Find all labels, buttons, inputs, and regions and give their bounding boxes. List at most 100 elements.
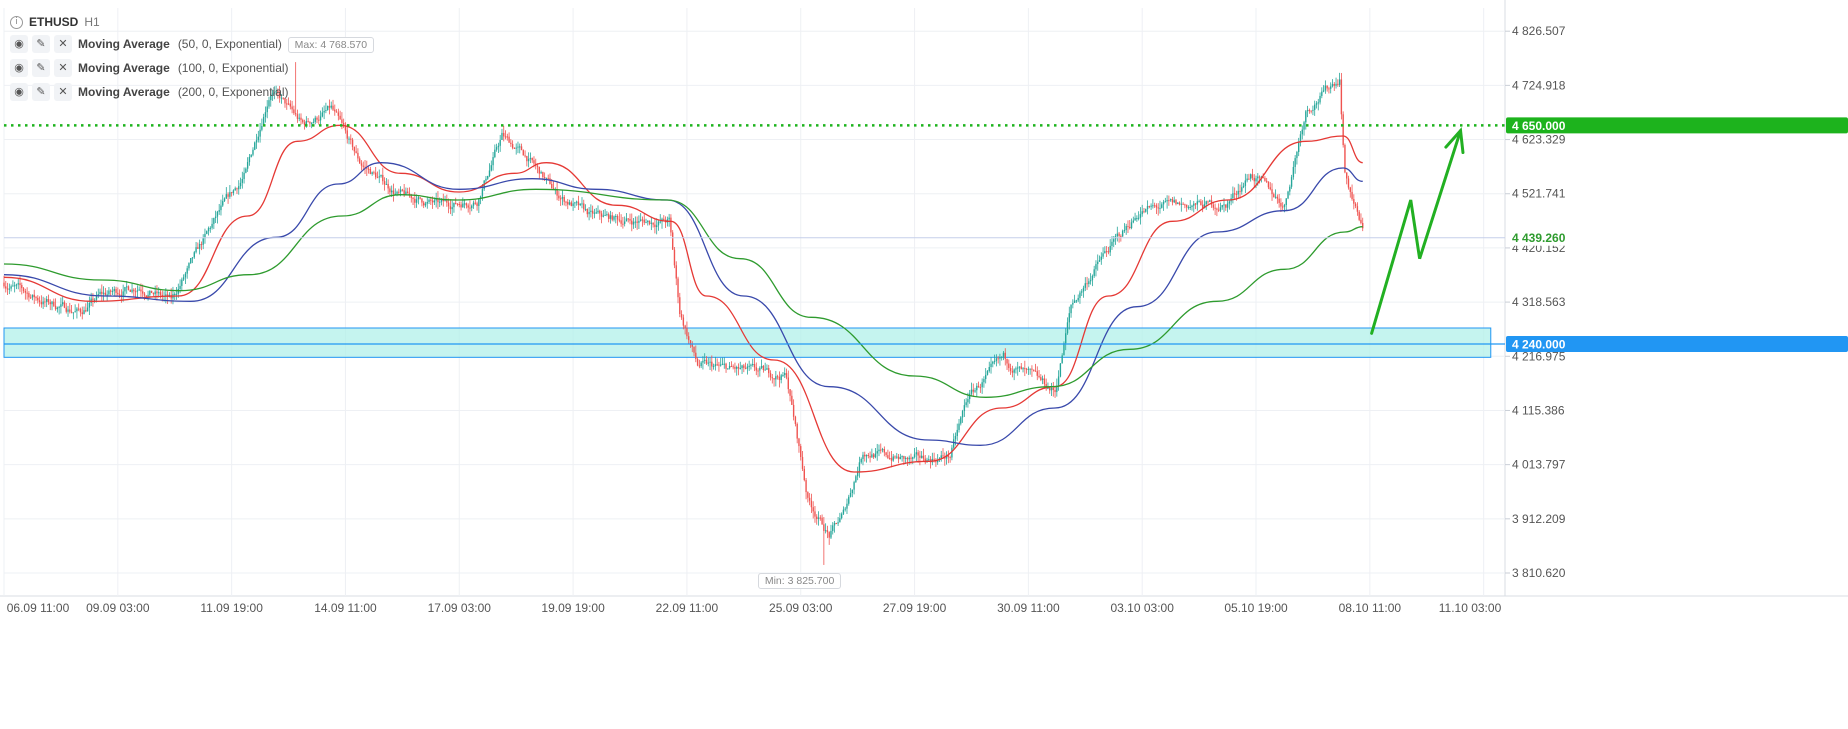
candle-body [266,106,268,113]
candle-body [334,109,336,112]
candle-body [588,211,590,215]
candle-body [721,363,724,365]
candle-body [848,496,850,504]
candle-body [255,140,258,143]
candle-body [901,455,903,458]
candle-body [958,423,960,430]
projection-arrow-path[interactable] [1370,129,1463,335]
candle-body [401,189,404,191]
candle-body [1200,201,1202,205]
candle-body [567,201,569,205]
candle-body [1139,214,1142,218]
candle-body [268,100,270,107]
candle-body [536,165,539,167]
support-zone-rect[interactable] [3,327,1492,358]
candle-body [126,286,128,288]
candle-body [913,454,916,458]
candle-body [972,389,974,392]
candle-body [1187,207,1190,209]
candle-body [277,90,279,93]
eye-icon[interactable]: ◉ [10,83,28,101]
candle-body [26,292,28,294]
candle-body [439,201,441,203]
candle-body [1036,371,1038,376]
info-icon[interactable]: i [10,15,23,29]
close-icon[interactable]: ✕ [54,35,72,53]
price-tick-label: 4 521.741 [1512,187,1566,201]
candle-body [202,238,204,245]
candle-body [1276,196,1279,199]
projection-arrow[interactable] [1370,127,1465,335]
candle-body [924,458,926,463]
projection-arrow-head[interactable] [1444,127,1465,155]
candle-body [645,222,647,224]
candle-body [1095,264,1097,270]
candle-body [817,517,820,519]
indicator-row-ma200: ◉ ✎ ✕ Moving Average (200, 0, Exponentia… [10,80,289,104]
candle-body [970,389,973,394]
candle-body [405,191,407,195]
candle-body [1335,83,1337,86]
candle-body [45,299,48,302]
wrench-icon[interactable]: ✎ [32,59,50,77]
horizontal-levels[interactable] [4,124,1505,345]
time-axis[interactable]: 06.09 11:00 09.09 03:00 11.09 19:00 14.09 1… [7,601,1502,615]
candle-body [693,346,695,353]
candle-body [1360,219,1362,224]
candle-body [760,365,763,368]
support-zone[interactable] [3,327,1492,358]
candle-body [663,218,665,221]
candle-body [29,297,32,299]
candle-body [549,178,551,184]
candle-body [1333,84,1335,86]
candle-body [641,219,644,221]
candle-body [67,309,69,312]
candle-body [718,364,720,366]
candle-body [1257,176,1259,179]
eye-icon[interactable]: ◉ [10,59,28,77]
candle-body [40,302,43,305]
candle-body [111,291,114,293]
candle-body [424,203,427,206]
candle-body [229,192,231,197]
candle-body [736,367,738,369]
candle-body [79,309,82,313]
candle-body [246,162,249,169]
candle-body [568,202,571,205]
candle-body [1249,174,1252,179]
candle-body [1041,378,1044,381]
candle-body [254,142,256,150]
candle-body [623,221,626,224]
candle-body [698,365,701,367]
candle-body [456,203,459,205]
candle-body [723,363,725,365]
level-price-tag [1506,117,1848,134]
close-icon[interactable]: ✕ [54,83,72,101]
candle-body [463,203,466,205]
candle-body [1280,202,1282,207]
candle-body [12,285,14,287]
candle-body [784,373,786,375]
candle-body [632,221,635,225]
candle-body [1091,275,1094,281]
candle-body [712,366,715,368]
candle-body [899,457,902,460]
candle-body [830,530,832,538]
candle-body [262,116,265,127]
candle-body [977,385,980,388]
candle-body [1337,83,1339,85]
candle-body [206,231,208,234]
wrench-icon[interactable]: ✎ [32,35,50,53]
candle-body [49,302,51,305]
candle-body [426,201,428,204]
close-icon[interactable]: ✕ [54,59,72,77]
candle-body [832,525,834,531]
candle-body [238,186,240,190]
candle-body [563,196,565,202]
eye-icon[interactable]: ◉ [10,35,28,53]
candle-body [675,265,677,279]
wrench-icon[interactable]: ✎ [32,83,50,101]
candle-body [659,221,661,223]
